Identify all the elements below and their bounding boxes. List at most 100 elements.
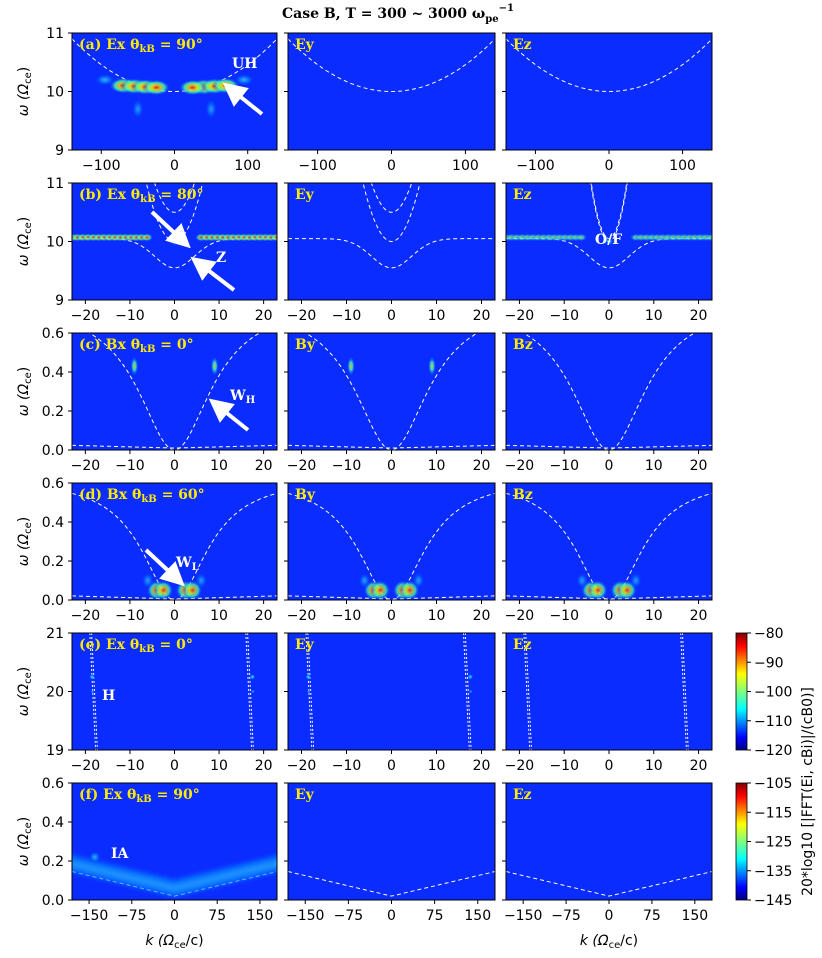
dispersion-curve: [72, 444, 277, 449]
x-tick-label: −10: [115, 608, 145, 624]
heatmap-content: [506, 38, 712, 92]
intensity-spot: [428, 356, 436, 377]
x-tick-label: 0: [170, 908, 179, 924]
x-tick-label: −10: [115, 758, 145, 774]
x-tick-label: −75: [117, 908, 147, 924]
x-tick-label: 10: [210, 758, 228, 774]
y-tick-label: 0.2: [42, 554, 64, 570]
y-tick-label: 0.0: [42, 893, 64, 909]
x-tick-label: 0: [387, 308, 396, 324]
x-tick-label: 0: [605, 608, 614, 624]
x-tick-label: 0: [605, 158, 614, 174]
intensity-spot: [210, 356, 219, 377]
panel-label: Bz: [513, 337, 533, 353]
heatmap-content: [288, 492, 495, 600]
x-tick-label: −150: [504, 908, 542, 924]
panel-label: (e) Ex θkB = 0°: [79, 637, 193, 655]
x-tick-label: 150: [247, 908, 274, 924]
intensity-spot: [412, 572, 425, 589]
heatmap-content: [506, 183, 712, 269]
dispersion-curve: [506, 444, 712, 449]
panel-label: Ez: [513, 187, 532, 203]
y-tick-label: 0.0: [42, 443, 64, 459]
x-tick-label: 10: [210, 308, 228, 324]
panel-a-2: −100 0 100 Ez: [502, 32, 713, 174]
x-tick-label: 10: [645, 608, 663, 624]
heatmap-content: [506, 333, 712, 450]
y-tick-label: 9: [55, 293, 64, 309]
panel-label: (d) Bx θkB = 60°: [79, 487, 205, 505]
colorbar-1: −105 −115 −125 −135 −145 20*log10 [|FFT(Ei, c…: [735, 687, 816, 909]
x-tick-label: −10: [549, 308, 579, 324]
dispersion-curve: [464, 633, 472, 750]
y-tick-label: 0.4: [42, 815, 64, 831]
x-tick-label: 20: [473, 458, 491, 474]
intensity-spot: [249, 673, 256, 680]
heatmap-content: [506, 871, 712, 897]
dispersion-curve: [506, 333, 712, 450]
y-tick-label: 9: [55, 143, 64, 159]
x-tick-label: −10: [332, 758, 362, 774]
intensity-spot: [131, 99, 144, 120]
intensity-spot: [89, 673, 96, 680]
y-tick-label: 10: [46, 235, 64, 251]
panel-c-2: −20 −10 0 10 20 Bz: [502, 332, 713, 474]
intensity-spot: [370, 580, 391, 600]
y-tick-label: 0.6: [42, 776, 64, 792]
dispersion-curve: [362, 183, 421, 242]
x-tick-label: 20: [690, 458, 708, 474]
intensity-spot: [705, 233, 712, 242]
dispersion-curve: [288, 38, 495, 92]
x-tick-label: 20: [690, 308, 708, 324]
dispersion-curve: [89, 633, 97, 750]
dispersion-curve: [288, 492, 495, 600]
panel-label: Ey: [295, 637, 315, 653]
y-axis-label: ω (Ωce): [16, 517, 34, 566]
heatmap-content: [72, 492, 277, 600]
x-axis-label: k (Ωce/c): [145, 933, 203, 951]
x-tick-label: 100: [452, 158, 479, 174]
panel-d-2: −20 −10 0 10 20 Bz: [502, 482, 713, 624]
heatmap-content: [72, 183, 277, 269]
y-tick-label: 0.4: [42, 515, 64, 531]
heatmap-bg: [506, 483, 712, 600]
heatmap-content: [72, 333, 277, 450]
heatmap-bg: [72, 633, 277, 750]
dispersion-curve: [681, 633, 689, 750]
panel-e-0: −20 −10 0 10 20 21 20 19 (e) Ex θkB = 0° ω (Ωce): [16, 626, 278, 774]
x-tick-label: −20: [71, 758, 101, 774]
y-tick-label: 19: [46, 743, 64, 759]
x-tick-label: 20: [473, 608, 491, 624]
y-axis-label: ω (Ωce): [16, 367, 34, 416]
dispersion-curve: [72, 38, 277, 92]
x-tick-label: 0: [605, 458, 614, 474]
y-tick-label: 0.6: [42, 326, 64, 342]
x-tick-label: 20: [255, 308, 273, 324]
colorbar-tick-label: −90: [754, 655, 784, 671]
x-tick-label: −10: [549, 608, 579, 624]
heatmap-bg: [288, 483, 495, 600]
x-tick-label: 20: [473, 308, 491, 324]
y-axis-label: ω (Ωce): [16, 817, 34, 866]
dispersion-curve: [247, 633, 254, 750]
colorbar-0: −80 −90 −100 −110 −120: [735, 626, 792, 759]
x-tick-label: 10: [428, 458, 446, 474]
dispersion-curve: [72, 595, 277, 600]
heatmap-content: [89, 633, 256, 750]
intensity-spot: [140, 233, 153, 242]
x-tick-label: 75: [426, 908, 444, 924]
heatmap-content: [506, 492, 712, 600]
x-tick-label: −20: [287, 308, 317, 324]
annotation-label: O/F: [595, 232, 622, 248]
x-tick-label: 0: [387, 458, 396, 474]
intensity-spot: [604, 237, 614, 246]
x-tick-label: 0: [170, 308, 179, 324]
y-axis-label: ω (Ωce): [16, 67, 34, 116]
colorbar-gradient: [735, 632, 748, 751]
x-tick-label: 0: [605, 908, 614, 924]
dispersion-curve: [506, 492, 712, 600]
heatmap-bg: [72, 333, 277, 450]
intensity-spot: [587, 580, 608, 600]
panel-f-2: −150 −75 0 75 150 Ez: [502, 782, 713, 924]
y-tick-label: 0.4: [42, 365, 64, 381]
